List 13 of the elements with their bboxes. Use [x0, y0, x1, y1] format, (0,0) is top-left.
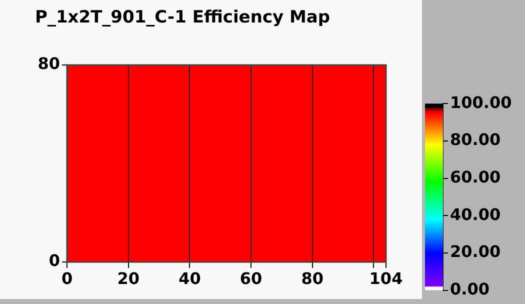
x-tick-label: 104 — [369, 268, 403, 288]
color-bar-label: 80.00 — [450, 130, 501, 150]
color-bar-label: 0.00 — [450, 280, 490, 299]
color-bar-label: 20.00 — [450, 242, 501, 262]
x-tick-label: 0 — [61, 268, 73, 288]
x-tick-label: 40 — [178, 268, 201, 288]
x-tick-label: 20 — [117, 268, 140, 288]
x-tick-label: 60 — [240, 268, 262, 288]
color-bar-label: 100.00 — [450, 92, 512, 112]
chart-title: P_1x2T_901_C-1 Efficiency Map — [35, 7, 330, 28]
color-bar-label: 40.00 — [450, 204, 501, 224]
color-bar-label: 60.00 — [450, 167, 501, 186]
x-tick-label: 80 — [301, 268, 324, 288]
